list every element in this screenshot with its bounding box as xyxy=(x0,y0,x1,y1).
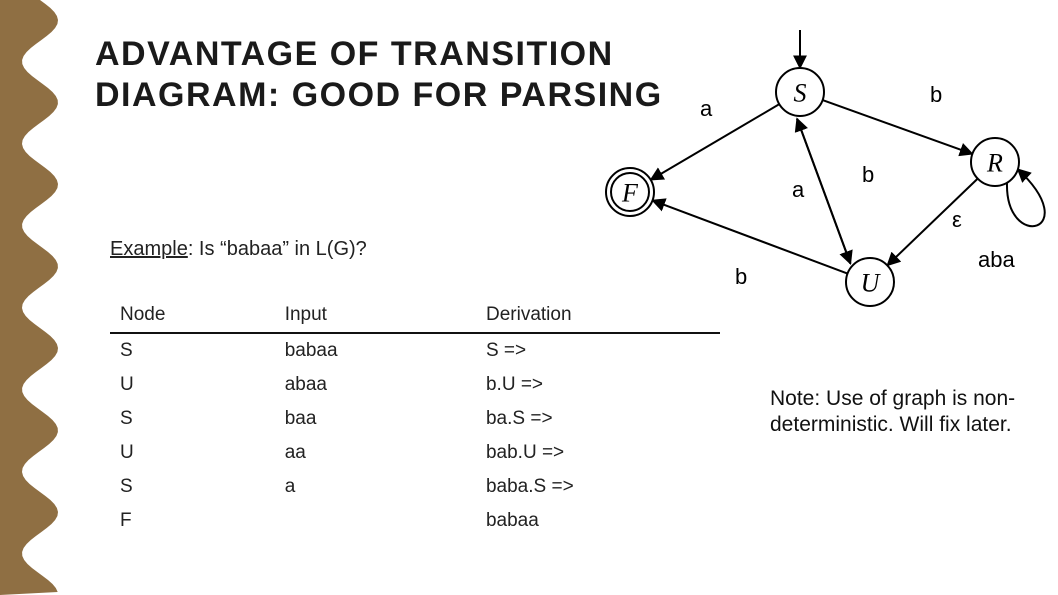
table-cell: babaa xyxy=(275,333,476,368)
svg-text:b: b xyxy=(862,162,874,187)
example-line: Example: Is “babaa” in L(G)? xyxy=(110,238,367,261)
table-cell: baba.S => xyxy=(476,470,720,504)
parsing-table: Node Input Derivation SbabaaS =>Uabaab.U… xyxy=(110,298,720,538)
table-cell: S xyxy=(110,333,275,368)
svg-text:F: F xyxy=(621,179,639,208)
col-deriv: Derivation xyxy=(476,298,720,333)
table-row: SbabaaS => xyxy=(110,333,720,368)
table-cell: a xyxy=(275,470,476,504)
table-cell: S xyxy=(110,402,275,436)
table-cell: aa xyxy=(275,436,476,470)
table-cell: abaa xyxy=(275,368,476,402)
note-text: Note: Use of graph is non-deterministic.… xyxy=(770,386,1040,439)
table-row: Sbaaba.S => xyxy=(110,402,720,436)
svg-text:a: a xyxy=(792,177,805,202)
svg-text:ε: ε xyxy=(952,207,962,232)
table-cell: U xyxy=(110,368,275,402)
svg-text:R: R xyxy=(986,149,1003,178)
table-row: Sababa.S => xyxy=(110,470,720,504)
col-node: Node xyxy=(110,298,275,333)
svg-text:b: b xyxy=(735,264,747,289)
table-header-row: Node Input Derivation xyxy=(110,298,720,333)
col-input: Input xyxy=(275,298,476,333)
svg-text:aba: aba xyxy=(978,247,1015,272)
table-cell xyxy=(275,504,476,538)
table-row: Fbabaa xyxy=(110,504,720,538)
svg-text:U: U xyxy=(861,269,882,298)
table-cell: S => xyxy=(476,333,720,368)
table-cell: F xyxy=(110,504,275,538)
example-rest: : Is “babaa” in L(G)? xyxy=(188,238,367,260)
table-cell: b.U => xyxy=(476,368,720,402)
table-cell: U xyxy=(110,436,275,470)
table-cell: ba.S => xyxy=(476,402,720,436)
title-line-1: ADVANTAGE OF TRANSITION xyxy=(95,35,614,73)
page-title: ADVANTAGE OF TRANSITION DIAGRAM: GOOD FO… xyxy=(95,34,663,116)
table-cell: babaa xyxy=(476,504,720,538)
table-row: Uaabab.U => xyxy=(110,436,720,470)
example-prefix: Example xyxy=(110,238,188,260)
svg-text:b: b xyxy=(930,82,942,107)
transition-diagram: a b b a b εaba S R U F xyxy=(600,22,1040,302)
svg-text:S: S xyxy=(794,79,807,108)
table-cell: baa xyxy=(275,402,476,436)
svg-text:a: a xyxy=(700,96,713,121)
table-cell: bab.U => xyxy=(476,436,720,470)
title-line-2: DIAGRAM: GOOD FOR PARSING xyxy=(95,76,663,114)
table-cell: S xyxy=(110,470,275,504)
table-row: Uabaab.U => xyxy=(110,368,720,402)
left-decorative-edge xyxy=(0,0,70,595)
